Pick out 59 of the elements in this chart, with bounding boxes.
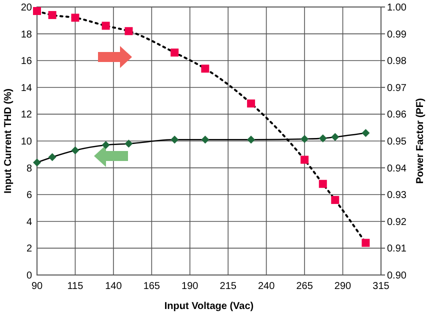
y2-tick-label: 0.98 bbox=[387, 56, 407, 68]
point bbox=[71, 14, 80, 22]
point bbox=[318, 180, 327, 188]
y2-tick-label: 0.97 bbox=[387, 82, 407, 94]
point bbox=[71, 146, 80, 154]
y-tick-label: 20 bbox=[20, 2, 32, 14]
y-tick-label: 12 bbox=[20, 110, 32, 121]
x-tick-label: 290 bbox=[334, 281, 352, 292]
point bbox=[331, 196, 340, 204]
y-tick-label: 14 bbox=[20, 82, 32, 94]
y2-tick-label: 0.92 bbox=[387, 216, 407, 228]
x-tick-label: 240 bbox=[258, 281, 276, 292]
point bbox=[201, 64, 210, 73]
x-tick-label: 190 bbox=[182, 281, 199, 292]
y2-tick-label: 0.96 bbox=[387, 110, 407, 121]
point bbox=[33, 158, 41, 166]
point bbox=[170, 136, 179, 144]
y-tick-label: 18 bbox=[20, 29, 32, 40]
y-tick-label: 0 bbox=[26, 270, 32, 282]
point bbox=[48, 11, 56, 20]
y2-tick-label: 0.93 bbox=[387, 190, 407, 202]
point bbox=[102, 22, 110, 30]
x-tick-label: 165 bbox=[143, 281, 160, 292]
point bbox=[124, 27, 133, 36]
y-tick-label: 8 bbox=[26, 163, 32, 174]
point bbox=[362, 128, 370, 137]
point bbox=[102, 141, 110, 150]
point bbox=[362, 238, 370, 247]
point bbox=[331, 132, 340, 141]
y2-tick-label: 0.94 bbox=[387, 163, 407, 174]
point bbox=[300, 156, 309, 164]
y-tick-label: 16 bbox=[20, 56, 32, 68]
point bbox=[170, 48, 179, 57]
y2-axis-title: Power Factor (PF) bbox=[415, 98, 426, 184]
y2-tick-label: 1.00 bbox=[387, 2, 407, 14]
x-tick-label: 140 bbox=[105, 281, 122, 292]
x-tick-label: 315 bbox=[372, 281, 390, 292]
point bbox=[124, 140, 133, 148]
y2-tick-label: 0.90 bbox=[387, 270, 407, 282]
x-tick-label: 265 bbox=[296, 281, 314, 292]
point bbox=[247, 99, 256, 108]
x-axis-title: Input Voltage (Vac) bbox=[164, 301, 254, 312]
y-tick-label: 2 bbox=[26, 244, 32, 255]
x-tick-label: 115 bbox=[67, 281, 84, 292]
y2-tick-label: 0.99 bbox=[387, 29, 407, 40]
point bbox=[247, 136, 256, 144]
point bbox=[300, 134, 309, 143]
y2-tick-label: 0.95 bbox=[387, 136, 407, 148]
point bbox=[201, 136, 210, 144]
y-tick-label: 10 bbox=[20, 136, 32, 148]
y-axis-title: Input Current THD (%) bbox=[3, 88, 14, 194]
y-tick-label: 4 bbox=[26, 216, 32, 228]
y-tick-label: 6 bbox=[26, 190, 32, 202]
y2-tick-label: 0.91 bbox=[387, 244, 407, 255]
point bbox=[33, 7, 41, 16]
x-tick-label: 90 bbox=[31, 281, 43, 292]
x-tick-label: 215 bbox=[220, 281, 237, 292]
point bbox=[48, 153, 56, 162]
point bbox=[318, 134, 327, 142]
